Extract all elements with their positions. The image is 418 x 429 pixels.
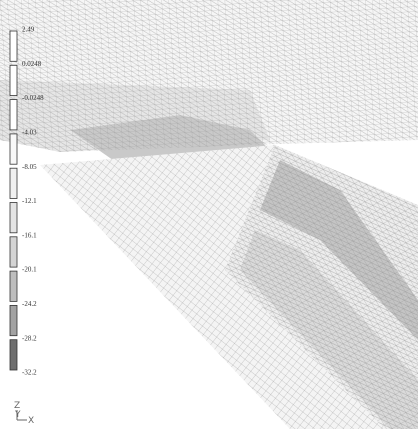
legend-label: -16.1 [22, 231, 37, 239]
legend-label: -0.0248 [22, 94, 44, 102]
legend-swatch [10, 237, 17, 267]
viewport: 2.49 0.0248 -0.0248 -4.03 -8.05 -12.1 -16.1 -20… [0, 0, 418, 429]
legend-swatch [10, 134, 17, 164]
mesh-view: 2.49 0.0248 -0.0248 -4.03 -8.05 -12.1 -16.1 -20… [0, 0, 418, 429]
legend-swatch [10, 31, 17, 61]
legend-label: -24.2 [22, 300, 37, 308]
legend-swatch [10, 65, 17, 95]
legend-label: 2.49 [22, 26, 35, 34]
top-plate [0, 0, 418, 165]
legend-swatch [10, 305, 17, 335]
legend-label: -20.1 [22, 266, 37, 274]
legend-label: 0.0248 [22, 60, 42, 68]
legend-swatch [10, 203, 17, 233]
legend-swatch [10, 100, 17, 130]
axis-y: Y [14, 410, 21, 420]
legend-label: -8.05 [22, 163, 37, 171]
legend-label: -12.1 [22, 197, 37, 205]
legend-swatch [10, 340, 17, 370]
axis-triad: Z Y X [14, 401, 34, 426]
axis-x: X [28, 416, 34, 426]
legend-label: -28.2 [22, 334, 37, 342]
legend-label: -4.03 [22, 129, 37, 137]
legend-label: -32.2 [22, 369, 37, 377]
legend-swatch [10, 271, 17, 301]
legend-swatch [10, 168, 17, 198]
